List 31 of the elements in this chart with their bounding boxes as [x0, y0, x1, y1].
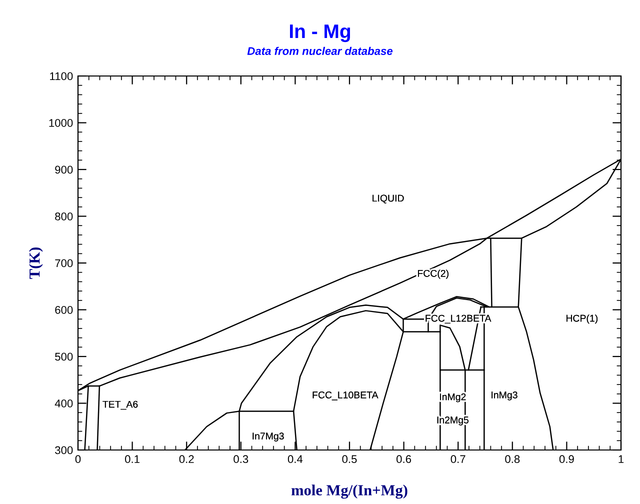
x-tick-label: 0	[75, 455, 81, 464]
y-tick-label: 400	[54, 400, 73, 408]
annotation: In7Mg3	[252, 432, 284, 442]
x-tick-label: 1	[618, 455, 624, 463]
chart-subtitle: Data from nuclear database	[247, 46, 393, 55]
annotation: HCP(1)	[566, 314, 598, 324]
x-tick-label: 0.1	[125, 455, 140, 464]
y-tick-label: 700	[55, 259, 73, 268]
x-axis-title: mole Mg/(In+Mg)	[291, 484, 408, 499]
y-tick-label: 800	[55, 212, 73, 220]
x-tick-label: 0.3	[234, 455, 248, 464]
y-axis-title: T(K)	[29, 248, 43, 279]
x-tick-label: 0.8	[505, 455, 520, 464]
x-tick-label: 0.7	[450, 455, 466, 464]
x-tick-label: 0.6	[396, 455, 412, 464]
x-tick-label: 0.4	[288, 455, 303, 464]
y-tick-label: 1000	[49, 119, 73, 127]
y-tick-label: 900	[55, 166, 73, 174]
annotation: LIQUID	[372, 194, 404, 204]
annotation: TET_A6	[102, 400, 138, 410]
x-tick-label: 0.9	[559, 455, 574, 464]
annotation: FCC_L10BETA	[312, 391, 378, 400]
y-tick-label: 300	[55, 446, 73, 454]
x-tick-label: 0.2	[179, 455, 194, 464]
y-tick-label: 1100	[50, 72, 73, 80]
y-tick-label: 600	[55, 306, 73, 314]
annotation: InMg3	[492, 391, 518, 400]
y-tick-label: 500	[55, 352, 73, 361]
annotation: FCC(2)	[418, 270, 448, 279]
x-tick-label: 0.5	[342, 455, 357, 464]
chart-title: In - Mg	[290, 24, 350, 42]
